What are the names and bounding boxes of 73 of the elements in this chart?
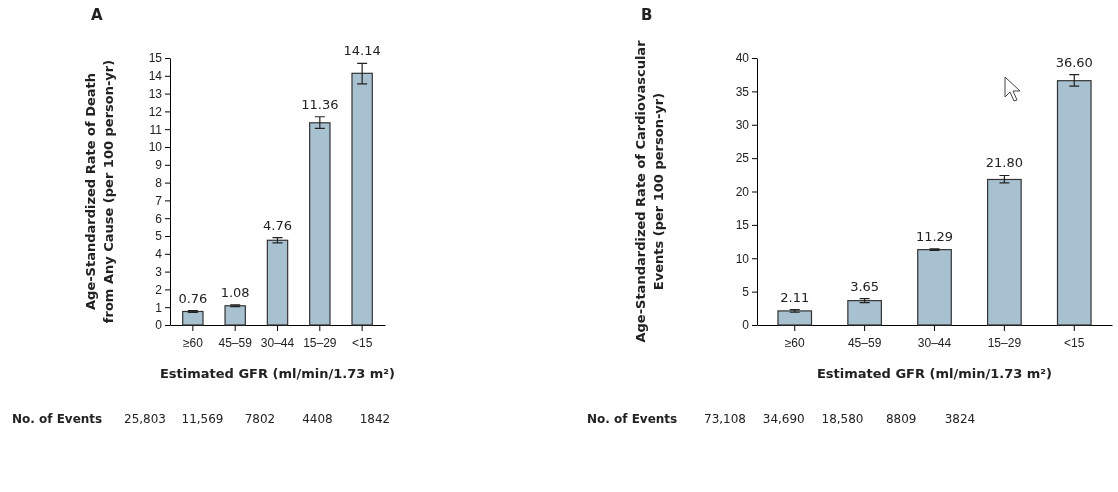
- y-tick-label: 7: [155, 193, 163, 208]
- text: 8809: [885, 412, 917, 426]
- x-tick-label: 45–59: [847, 336, 882, 351]
- x-axis-title: Estimated GFR (ml/min/1.73 m²): [159, 366, 396, 381]
- y-tick-label: 5: [155, 229, 163, 244]
- data-label: 14.14: [343, 43, 381, 59]
- y-tick-label: 14: [148, 69, 163, 84]
- y-tick-label: 10: [735, 251, 750, 266]
- x-tick-label: 30–44: [917, 336, 952, 351]
- y-tick-label: 20: [735, 184, 750, 199]
- y-tick-label: 0: [742, 318, 750, 333]
- text: 73,108: [704, 412, 746, 426]
- bar: [1056, 80, 1092, 326]
- data-label: 2.11: [780, 289, 810, 305]
- y-tick-label: 13: [148, 86, 163, 101]
- y-tick-label: 15: [735, 218, 750, 233]
- text: 18,580: [821, 412, 864, 426]
- y-tick-label: 2: [155, 282, 163, 297]
- y-tick-label: 6: [155, 211, 163, 226]
- x-tick-label: 30–44: [260, 336, 295, 351]
- bar: [351, 72, 373, 326]
- bar: [917, 249, 952, 326]
- data-label: 0.76: [178, 290, 208, 306]
- x-tick-label: ≥60: [182, 336, 204, 351]
- data-label: 3.65: [850, 278, 880, 294]
- y-tick-label: 9: [155, 158, 163, 173]
- x-tick-label: <15: [1064, 336, 1085, 351]
- y-tick-label: 12: [148, 104, 163, 119]
- text: 7802: [244, 412, 276, 426]
- y-tick-label: 5: [742, 284, 750, 299]
- text: No. of Events: [587, 412, 678, 426]
- text: No. of Events: [12, 412, 103, 426]
- bar: [224, 305, 246, 326]
- chart-title: B: [641, 6, 653, 24]
- y-tick-label: 40: [735, 51, 750, 66]
- bar: [182, 310, 204, 326]
- x-tick-label: 15–29: [303, 336, 337, 351]
- text: 25,803: [124, 412, 166, 426]
- bar: [309, 122, 331, 326]
- y-tick-label: 15: [148, 51, 163, 66]
- chart-title: A: [91, 6, 103, 24]
- x-tick-label: <15: [351, 336, 373, 351]
- y-tick-label: 0: [155, 318, 163, 333]
- text: 34,690: [762, 412, 805, 426]
- data-label: 11.36: [301, 96, 339, 112]
- bar: [987, 178, 1022, 326]
- y-tick-label: 25: [735, 151, 750, 166]
- x-tick-label: 45–59: [218, 336, 253, 351]
- data-label: 36.60: [1055, 54, 1093, 70]
- x-tick-label: 15–29: [987, 336, 1022, 351]
- y-axis-title: Age-Standardized Rate of Cardiovascular Events (per 100 person-yr): [633, 39, 666, 343]
- x-tick-label: ≥60: [784, 336, 806, 351]
- data-label: 1.08: [220, 284, 250, 300]
- text: 4408: [302, 412, 333, 426]
- bar: [266, 239, 289, 326]
- x-axis-title: Estimated GFR (ml/min/1.73 m²): [816, 366, 1053, 381]
- y-tick-label: 8: [155, 175, 163, 190]
- text: 11,569: [181, 412, 224, 426]
- y-tick-label: 4: [155, 247, 163, 262]
- y-axis-title: Age-Standardized Rate of Death from Any Cause (per 100 person-yr): [83, 59, 116, 324]
- y-tick-label: 35: [735, 84, 750, 99]
- text: 1842: [359, 412, 391, 426]
- y-tick-label: 11: [149, 122, 163, 137]
- y-tick-label: 3: [155, 264, 163, 279]
- bar: [777, 310, 813, 326]
- data-label: 4.76: [263, 217, 292, 233]
- bar: [847, 300, 882, 326]
- data-label: 11.29: [915, 228, 954, 244]
- data-label: 21.80: [985, 155, 1023, 171]
- y-tick-label: 30: [735, 118, 750, 133]
- y-tick-label: 1: [155, 300, 163, 315]
- y-tick-label: 10: [148, 140, 163, 155]
- text: 3824: [944, 412, 976, 426]
